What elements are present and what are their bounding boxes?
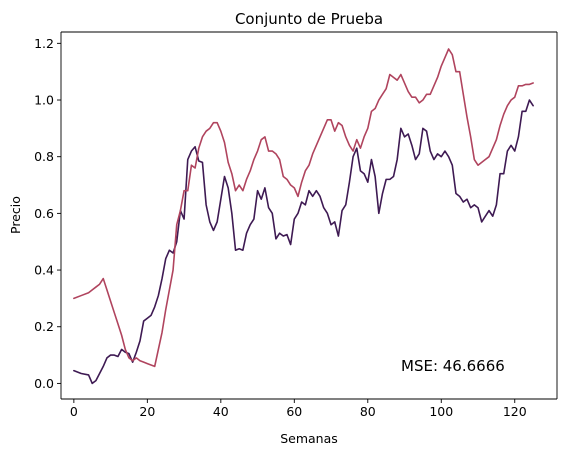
y-tick-label: 0.2 bbox=[34, 319, 54, 334]
plot-area bbox=[61, 32, 557, 399]
x-tick-label: 40 bbox=[213, 404, 229, 419]
x-ticks: 0 20 40 60 80 100 120 bbox=[70, 399, 527, 419]
series-layer bbox=[73, 48, 534, 385]
y-tick-label: 0.8 bbox=[34, 149, 54, 164]
x-tick-label: 80 bbox=[360, 404, 376, 419]
x-tick-label: 100 bbox=[429, 404, 453, 419]
y-axis-label: Precio bbox=[8, 196, 23, 234]
y-tick-label: 1.2 bbox=[34, 36, 54, 51]
series-line-1 bbox=[73, 99, 534, 385]
x-tick-label: 0 bbox=[70, 404, 78, 419]
x-axis-label: Semanas bbox=[280, 431, 338, 446]
y-ticks: 0.0 0.2 0.4 0.6 0.8 1.0 1.2 bbox=[34, 36, 61, 391]
y-tick-label: 0.4 bbox=[34, 263, 54, 278]
axes-frame bbox=[60, 31, 558, 400]
x-tick-label: 60 bbox=[286, 404, 302, 419]
x-tick-label: 20 bbox=[139, 404, 155, 419]
y-tick-label: 0.0 bbox=[34, 376, 54, 391]
mse-annotation: MSE: 46.6666 bbox=[401, 357, 505, 375]
series-line-2 bbox=[73, 48, 534, 368]
x-tick-label: 120 bbox=[503, 404, 527, 419]
chart-title: Conjunto de Prueba bbox=[235, 10, 383, 28]
y-tick-label: 0.6 bbox=[34, 206, 54, 221]
y-tick-label: 1.0 bbox=[34, 93, 54, 108]
